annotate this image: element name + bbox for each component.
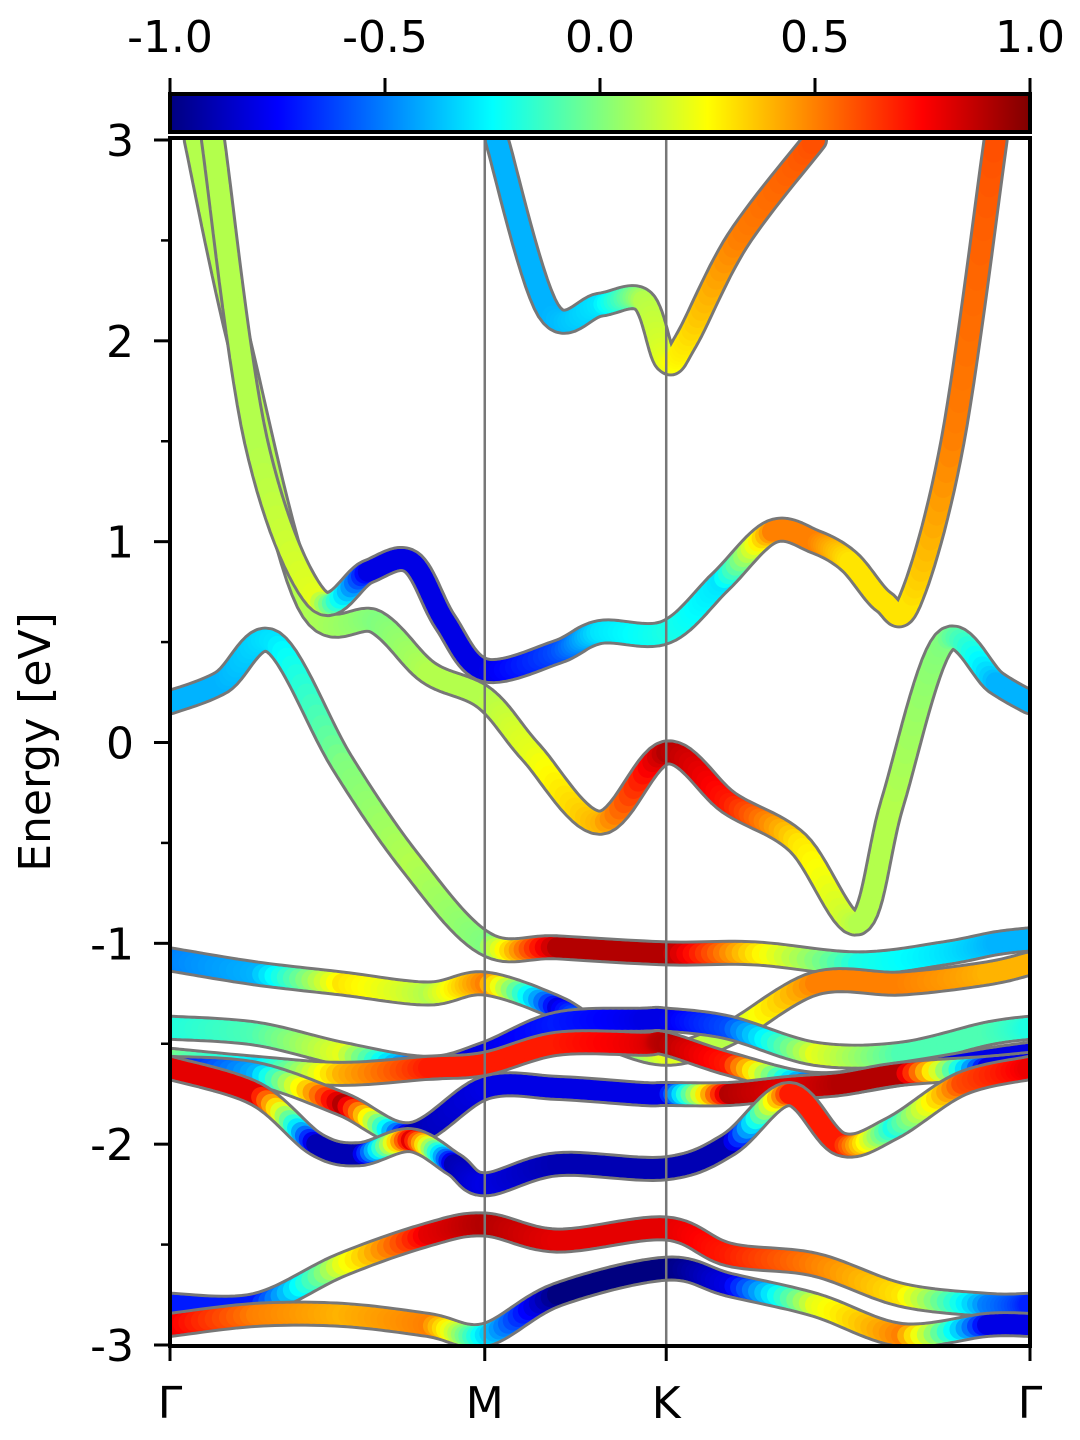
band-4 (200, 138, 1009, 685)
band-11 (170, 1255, 1030, 1346)
x-tick-label: K (652, 1378, 682, 1429)
band-3 (182, 138, 1030, 937)
high-symmetry-lines (483, 140, 668, 1345)
y-axis-ticks: 3 2 1 0 -1 -2 -3 (90, 116, 170, 1372)
band-2 (170, 626, 1030, 977)
y-tick-label: -3 (90, 1321, 134, 1372)
bands (170, 138, 1030, 1346)
band-segment (983, 138, 1006, 163)
band-segment (801, 138, 825, 155)
colorbar: -1.0 -0.5 0.0 0.5 1.0 (127, 12, 1065, 134)
colorbar-tick-label: 1.0 (995, 12, 1065, 63)
y-tick-label: -1 (90, 919, 134, 970)
x-tick-label: Γ (158, 1378, 183, 1429)
colorbar-tick-label: -0.5 (342, 12, 428, 63)
y-tick-label: 3 (106, 116, 134, 167)
y-tick-label: 0 (106, 719, 134, 770)
colorbar-tick-label: 0.5 (780, 12, 850, 63)
y-tick-label: 2 (106, 317, 134, 368)
y-tick-label: -2 (90, 1120, 134, 1171)
y-tick-label: 1 (106, 518, 134, 569)
colorbar-gradient (168, 92, 1032, 134)
band-9 (170, 1054, 1030, 1198)
x-tick-label: M (466, 1378, 504, 1429)
colorbar-tick-label: 0.0 (565, 12, 635, 63)
colorbar-ticks: -1.0 -0.5 0.0 0.5 1.0 (127, 12, 1065, 94)
y-axis-title: Energy [eV] (10, 612, 61, 872)
colorbar-tick-label: -1.0 (127, 12, 213, 63)
band-10 (170, 1211, 1030, 1321)
x-tick-label: Γ (1018, 1378, 1043, 1429)
band-1 (483, 138, 828, 377)
